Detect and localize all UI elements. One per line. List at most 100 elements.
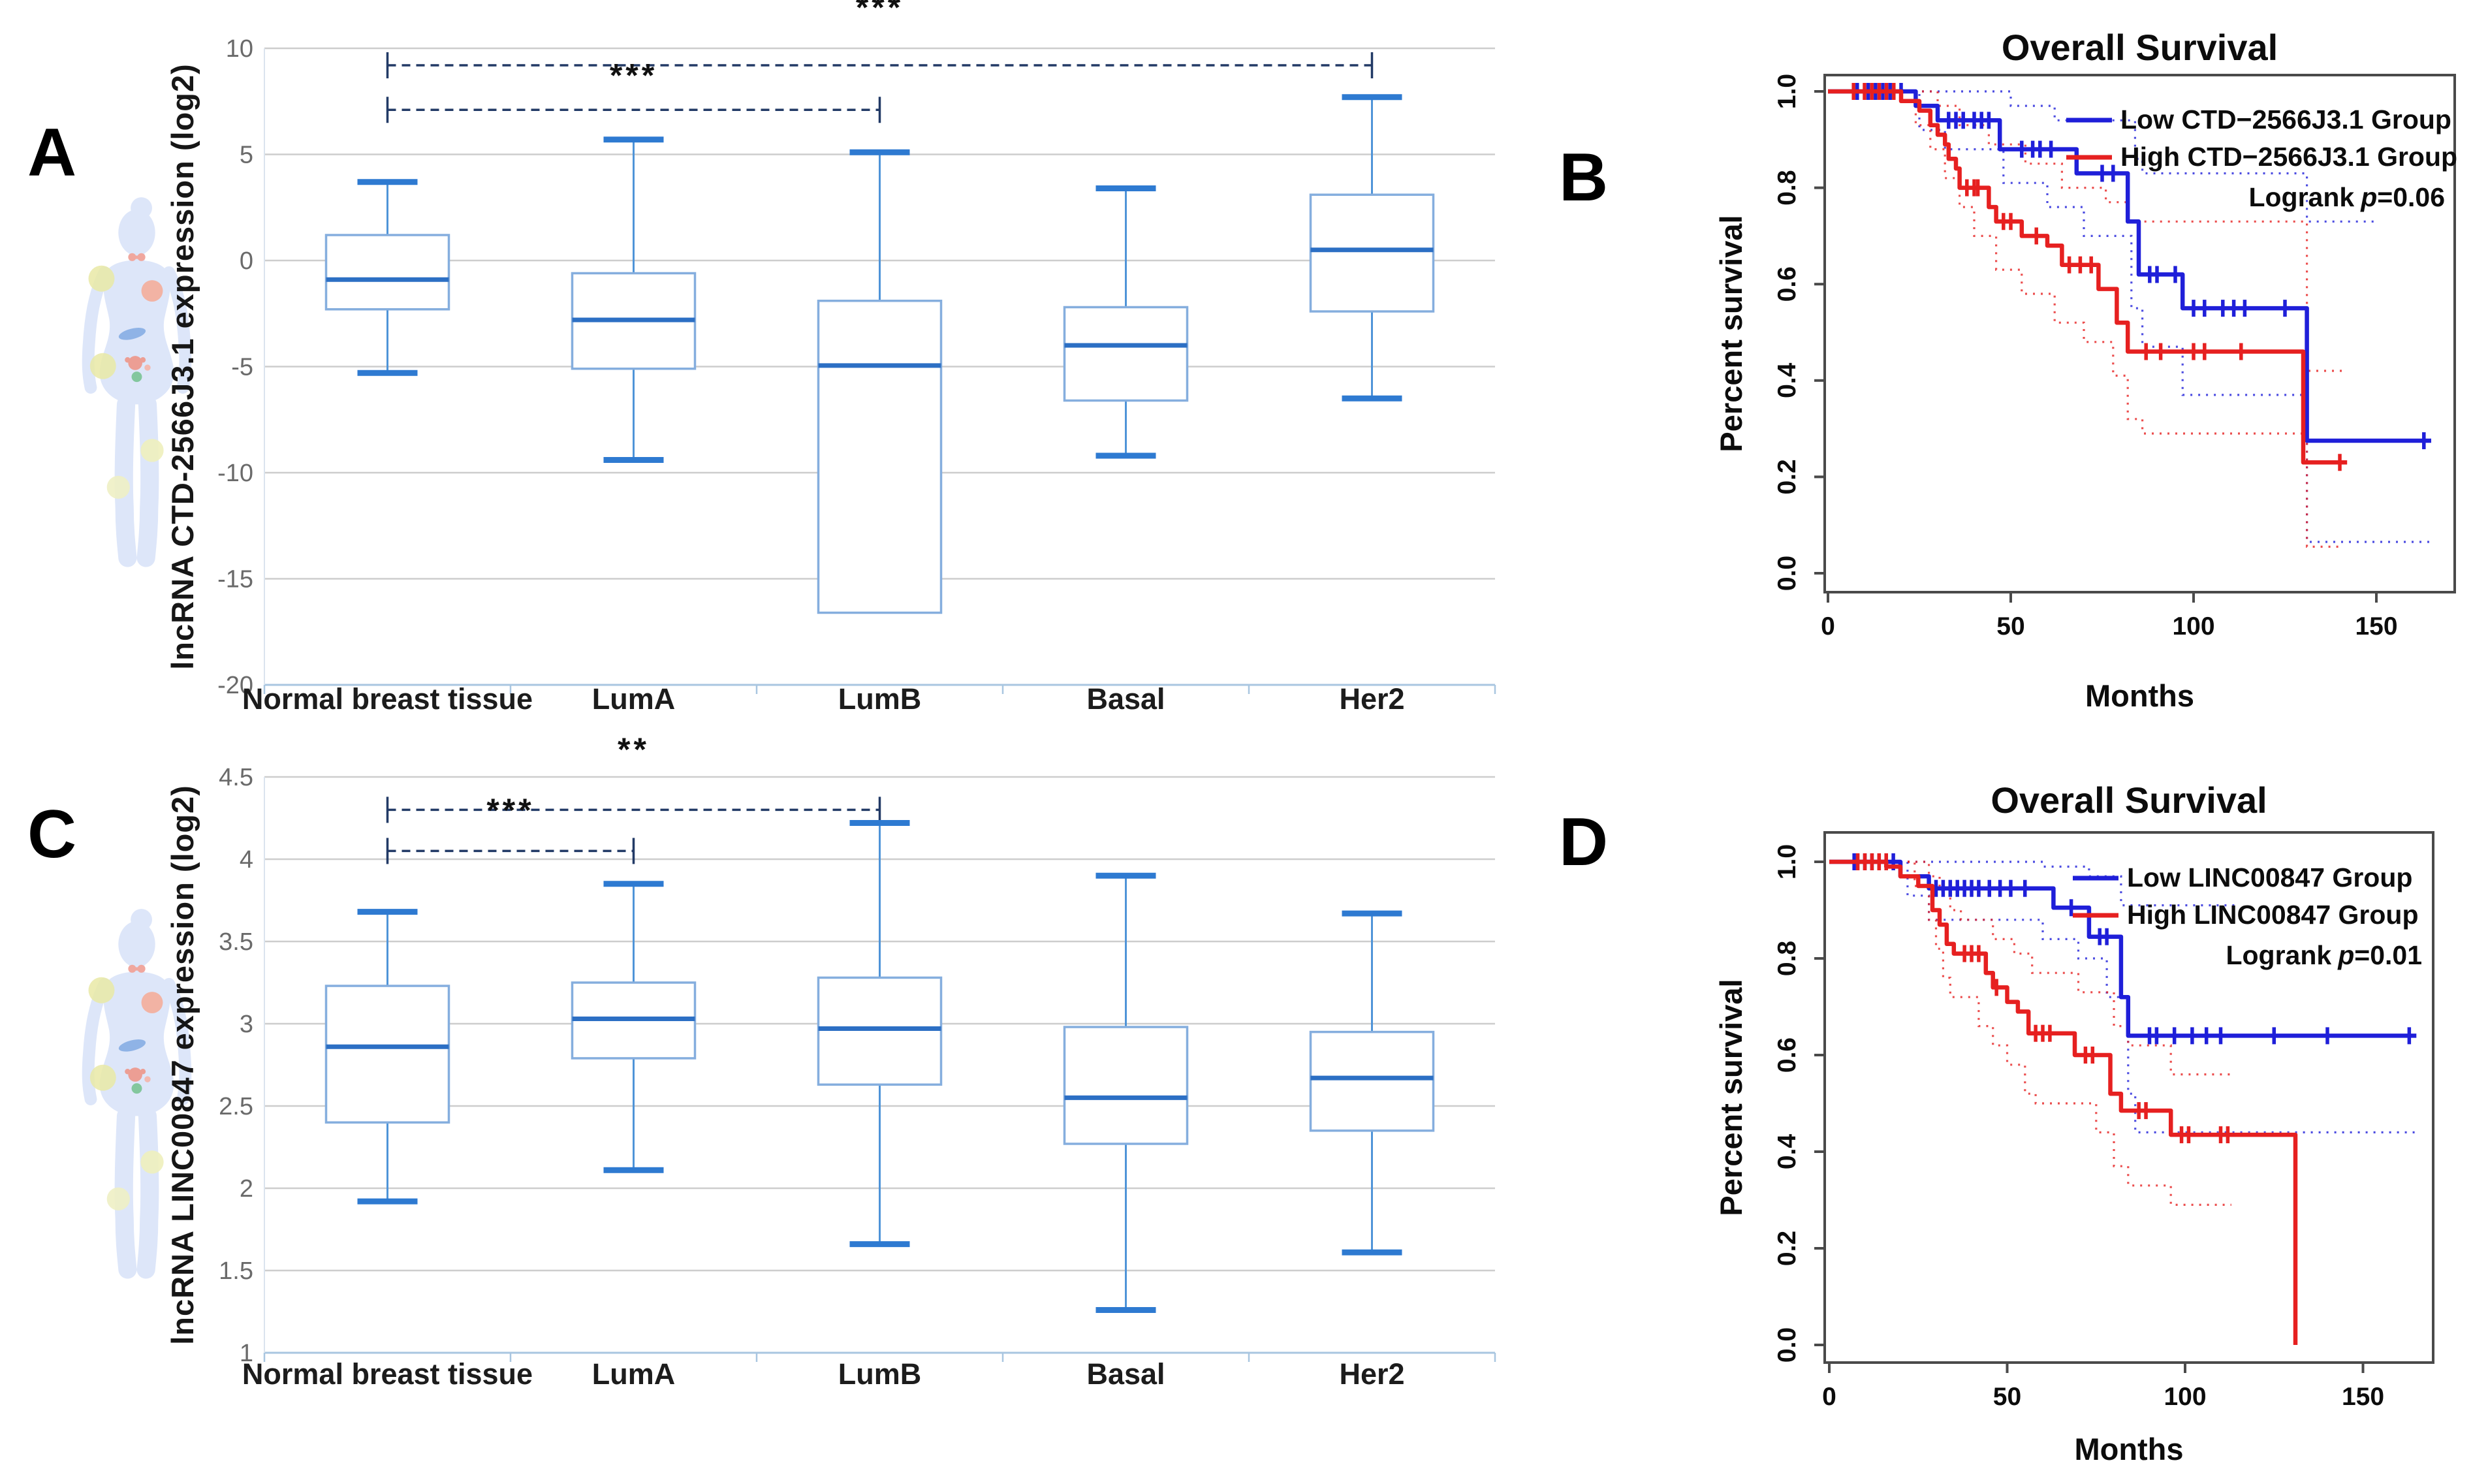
y-axis-title: Percent survival xyxy=(1714,979,1748,1216)
y-tick-label: 10 xyxy=(226,35,253,63)
y-tick-label: 5 xyxy=(240,142,253,169)
x-axis-title: Months xyxy=(2074,1432,2183,1466)
x-tick-label: 50 xyxy=(1996,612,2024,640)
significance-label: ** xyxy=(618,731,650,768)
knee-marker xyxy=(140,1150,164,1174)
bladder-marker xyxy=(131,371,142,383)
y-tick-label: 0.8 xyxy=(1773,170,1801,205)
km-chart-B: 0 50 100 150 1.0 0.8 0.6 0.4 0.2 0.0 Overall Survi… xyxy=(1714,27,2457,713)
x-tick-label: 150 xyxy=(2355,612,2397,640)
panel-label-A: A xyxy=(27,115,77,191)
y-tick-label: 2.5 xyxy=(219,1093,253,1120)
pancreas-marker xyxy=(118,328,146,340)
category-label: Basal xyxy=(1086,682,1165,716)
box-Basal xyxy=(1063,872,1189,1313)
x-tick-label: 150 xyxy=(2342,1383,2384,1411)
panel-label-C: C xyxy=(27,797,77,872)
y-tick-label: 0.6 xyxy=(1773,1037,1801,1073)
chart-title: Overall Survival xyxy=(1991,780,2267,821)
y-tick-label: -10 xyxy=(217,460,253,487)
category-label: LumB xyxy=(838,1357,922,1391)
breast-marker xyxy=(141,992,163,1013)
km-chart-D: 0 50 100 150 1.0 0.8 0.6 0.4 0.2 0.0 Overall Survi… xyxy=(1714,780,2434,1466)
y-tick-label: 0.0 xyxy=(1773,556,1801,591)
y-tick-label: 0.2 xyxy=(1773,459,1801,494)
box-Normal breast tissue xyxy=(324,179,450,376)
x-tick-label: 100 xyxy=(2164,1383,2206,1411)
box-Her2 xyxy=(1309,94,1435,402)
breast-marker xyxy=(141,280,163,302)
km-curve-high xyxy=(1829,853,2298,1345)
logrank-p-value: Logrank p=0.01 xyxy=(2226,940,2422,970)
shin-marker xyxy=(106,1187,130,1210)
x-axis: Normal breast tissue LumA LumB Basal Her2 xyxy=(242,48,1496,716)
legend: Low CTD−2566J3.1 Group High CTD−2566J3.1 … xyxy=(2066,104,2457,212)
shoulder-marker xyxy=(88,977,115,1003)
x-axis: Normal breast tissue LumA LumB Basal Her2 xyxy=(242,777,1496,1391)
category-label: Her2 xyxy=(1339,1357,1404,1391)
km-ci-high xyxy=(1829,860,2231,1207)
y-tick-label: 3.5 xyxy=(219,928,253,956)
y-tick-label: 4 xyxy=(240,846,253,874)
category-label: Normal breast tissue xyxy=(242,682,533,716)
x-tick-label: 100 xyxy=(2172,612,2214,640)
knee-marker xyxy=(140,439,164,462)
body-map-markers xyxy=(88,253,164,499)
km-curve-high xyxy=(1828,83,2348,471)
km-axes: 0 50 100 150 1.0 0.8 0.6 0.4 0.2 0.0 xyxy=(1773,74,2398,640)
y-tick-label: 0.0 xyxy=(1773,1327,1801,1363)
km-ci-low xyxy=(1829,860,2417,1134)
bladder-marker xyxy=(131,1083,142,1094)
y-tick-label: 2 xyxy=(240,1175,253,1203)
y-tick-label: 0 xyxy=(240,247,253,275)
box-LumB xyxy=(817,149,943,614)
thyroid-marker xyxy=(128,964,146,973)
body-map-icon xyxy=(60,193,213,571)
y-tick-label: 1.5 xyxy=(219,1257,253,1285)
significance-brackets: ***** xyxy=(386,731,881,864)
y-tick-label: 0.8 xyxy=(1773,941,1801,976)
y-tick-label: 0.4 xyxy=(1773,1134,1801,1170)
box-Her2 xyxy=(1309,910,1435,1255)
y-tick-label: 0.6 xyxy=(1773,266,1801,302)
box-LumB xyxy=(817,820,943,1248)
pancreas-marker xyxy=(118,1039,146,1052)
y-tick-label: 0.2 xyxy=(1773,1231,1801,1266)
uterus-marker xyxy=(125,356,151,371)
hip-marker xyxy=(89,353,116,379)
shoulder-marker xyxy=(88,265,115,292)
y-tick-label: 1.0 xyxy=(1773,844,1801,879)
km-plot-panel-B: 0 50 100 150 1.0 0.8 0.6 0.4 0.2 0.0 Overall Survi… xyxy=(1714,27,2457,713)
significance-brackets: *** *** xyxy=(386,0,1374,123)
legend-label: Low LINC00847 Group xyxy=(2127,862,2412,892)
significance-label: *** xyxy=(610,57,657,94)
y-axis-title: lncRNA LINC00847 expression (log2) xyxy=(165,785,200,1345)
category-label: Her2 xyxy=(1339,682,1404,716)
y-axis-title: Percent survival xyxy=(1714,215,1748,452)
body-map-icon xyxy=(60,904,213,1283)
y-tick-label: -15 xyxy=(217,566,253,593)
y-tick-label: 0.4 xyxy=(1773,362,1801,398)
body-map-markers xyxy=(88,964,164,1210)
panel-label-B: B xyxy=(1559,140,1609,215)
legend-label: High LINC00847 Group xyxy=(2127,900,2419,930)
legend: Low LINC00847 Group High LINC00847 Group L… xyxy=(2073,862,2422,970)
category-label: Basal xyxy=(1086,1357,1165,1391)
hip-marker xyxy=(89,1064,116,1091)
category-label: LumA xyxy=(592,682,676,716)
x-tick-label: 0 xyxy=(1821,612,1835,640)
chart-title: Overall Survival xyxy=(2002,27,2278,68)
x-tick-label: 50 xyxy=(1993,1383,2021,1411)
box-Normal breast tissue xyxy=(324,909,450,1205)
km-ci-high xyxy=(1828,90,2348,548)
y-tick-label: 1 xyxy=(240,1340,253,1367)
legend-label: High CTD−2566J3.1 Group xyxy=(2120,142,2457,172)
y-tick-label: 3 xyxy=(240,1011,253,1038)
significance-label: *** xyxy=(856,0,904,26)
significance-label: *** xyxy=(486,792,534,829)
